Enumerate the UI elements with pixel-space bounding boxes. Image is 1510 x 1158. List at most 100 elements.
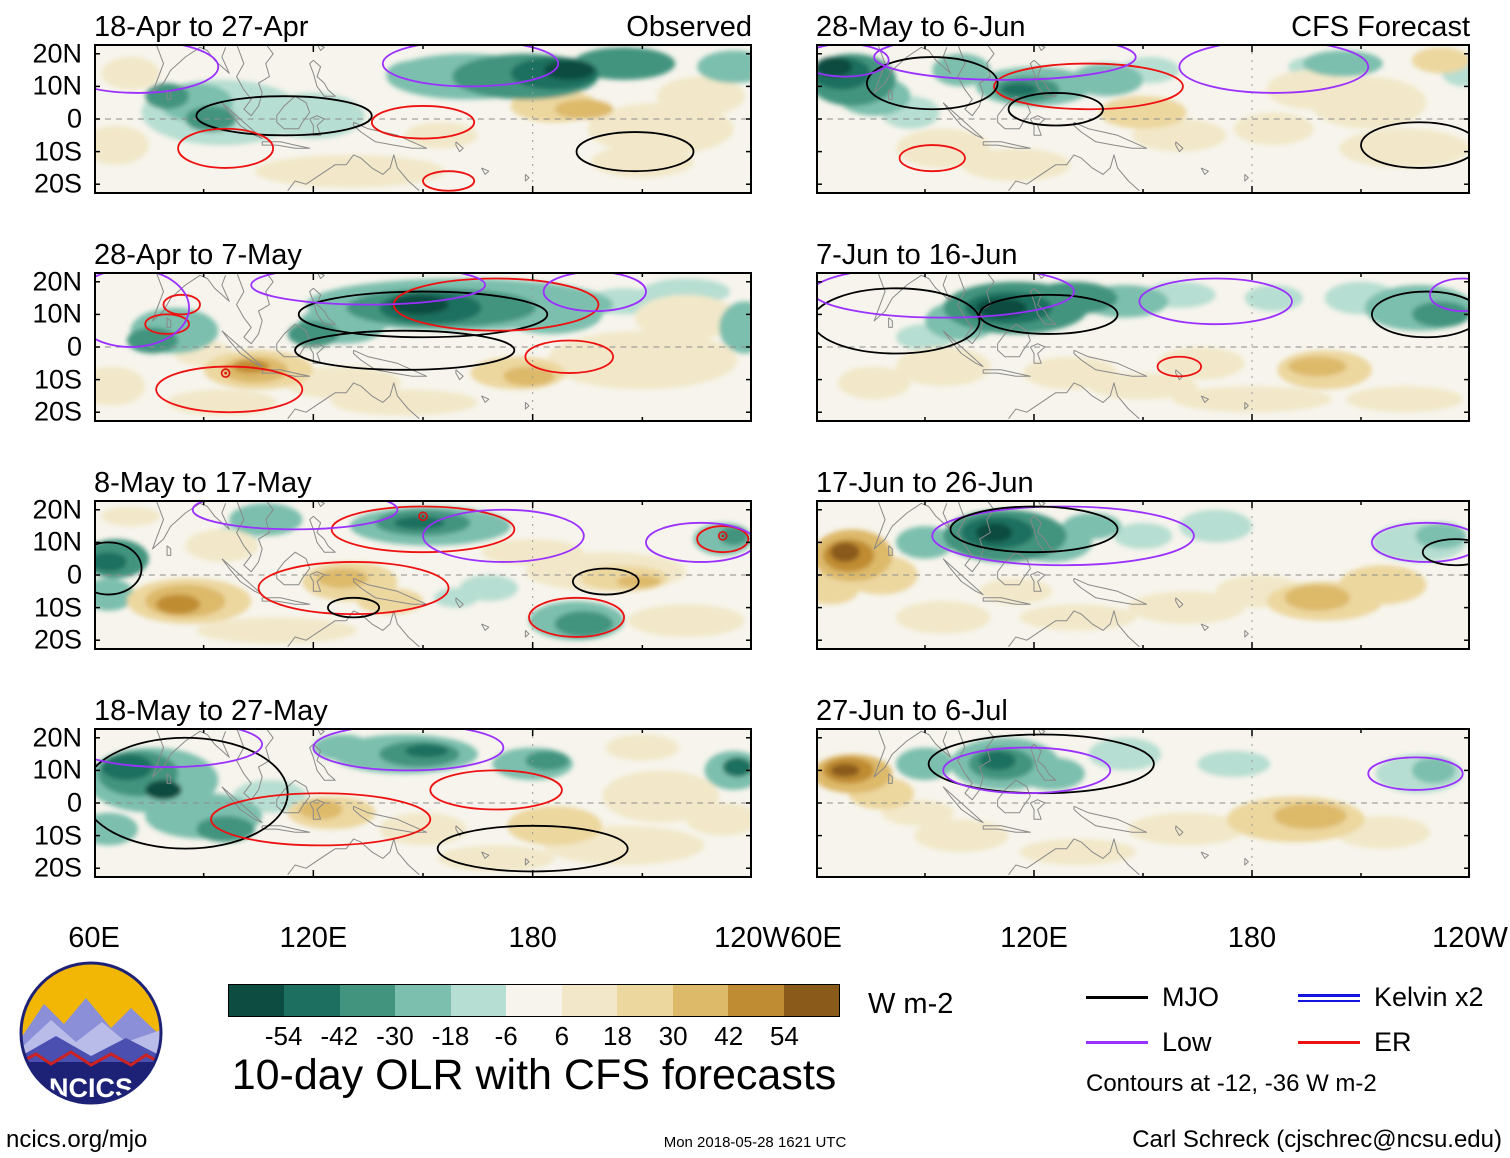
panel-border [94,728,752,878]
y-tick-label: 0 [66,787,82,818]
y-tick-label: 10N [32,298,82,329]
map-panel [94,44,752,194]
y-tick-label: 20N [32,38,82,69]
footer-url: ncics.org/mjo [6,1126,148,1153]
wave-contours [94,728,629,873]
wave-contours [94,272,647,414]
panel-block: 28-Apr to 7-May 20N 10N 0 10S 20S [6,234,752,427]
panel-row: 20N 10N 0 10S 20S [6,266,752,427]
legend-item-er: ER [1298,1027,1496,1058]
y-tick-label: 20S [33,396,82,427]
y-tick-label: 20N [32,722,82,753]
colorbar-unit: W m-2 [868,988,954,1020]
panel-block: 7-Jun to 16-Jun [806,234,1470,422]
map-column-forecast: 28-May to 6-Jun CFS Forecast 7-Jun to 16-J… [790,6,1508,956]
panel-border [816,272,1470,422]
panel-title: 28-Apr to 7-May [94,239,302,271]
colorbar-tick-label: -30 [376,1021,414,1051]
x-tick-label: 120E [1000,922,1068,954]
y-axis: 20N 10N 0 10S 20S [6,266,94,426]
panel-title-row: 28-Apr to 7-May [94,234,752,270]
panel-title: 7-Jun to 16-Jun [816,239,1018,271]
y-tick-label: 0 [66,331,82,362]
panel-title: 17-Jun to 26-Jun [816,467,1034,499]
y-axis [806,500,816,650]
ncics-logo-graphic: NCICS [19,961,163,1105]
coastlines [873,728,1249,876]
y-tick-label: 0 [66,559,82,590]
y-tick-label: 20N [32,494,82,525]
colorbar-cell [450,985,507,1016]
panel-title: 28-May to 6-Jun [816,11,1026,43]
colorbar-cell [728,985,784,1016]
y-tick-label: 20S [33,168,82,199]
coastlines [152,272,530,420]
panel-title-row: 28-May to 6-Jun CFS Forecast [816,6,1470,42]
map-grid: 18-Apr to 27-Apr Observed 20N 10N 0 10S 20S 28-… [6,6,1508,956]
colorbar-tick-label: -54 [264,1021,303,1051]
wave-contours [816,272,1470,378]
column-header: Observed [626,11,752,43]
panel-block: 17-Jun to 26-Jun [806,462,1470,650]
panel-border [816,44,1470,194]
map-panel [816,44,1470,194]
colorbar-tick-label: 30 [658,1021,688,1051]
panel-row [806,728,1470,878]
x-axis: 60E 120E 180 120W [68,918,790,956]
colorbar [228,984,840,1017]
x-tick-label: 180 [508,922,557,954]
panel-row [806,272,1470,422]
panel-row: 20N 10N 0 10S 20S [6,722,752,883]
coastlines [873,500,1249,648]
map-panel [816,272,1470,422]
coastlines [873,44,1249,192]
panel-block: 8-May to 17-May 20N 10N 0 10S 20S [6,462,752,655]
panel-title-row: 18-May to 27-May [94,690,752,726]
x-tick-label: 60E [68,922,120,954]
panel-block: 27-Jun to 6-Jul [806,690,1470,878]
y-tick-label: 10S [33,592,82,623]
panel-border [94,272,752,422]
ncics-logo: NCICS [16,958,166,1113]
wave-contours [931,505,1470,567]
colorbar-cell [506,985,562,1016]
colorbar-ticks: -54 -42 -30 -18 -6 6 18 30 42 54 [228,1017,840,1051]
tropical-cyclone-icon [418,511,428,522]
legend-grid: MJO Low Kelvin x2 ER [1086,982,1496,1058]
logo-text: NCICS [49,1073,133,1103]
legend-item-low: Low [1086,1027,1284,1058]
footer-credit: Carl Schreck (cjschrec@ncsu.edu) [1132,1126,1502,1153]
panel-block: 28-May to 6-Jun CFS Forecast [806,6,1470,194]
colorbar-cell [783,985,839,1016]
panel-title: 27-Jun to 6-Jul [816,695,1008,727]
panel-row: 20N 10N 0 10S 20S [6,38,752,199]
panel-title: 8-May to 17-May [94,467,312,499]
panel-border [816,500,1470,650]
x-axis: 60E 120E 180 120W [790,918,1508,956]
colorbar-tick-label: 18 [602,1021,632,1051]
mjo-line-swatch [1086,996,1148,999]
wave-contours [816,44,1470,173]
bottom-strip: NCICS -54 -42 -30 -18 -6 6 18 30 42 54 10-day OLR… [0,958,1510,1118]
panel-title-row: 27-Jun to 6-Jul [816,690,1470,726]
y-tick-label: 20N [32,266,82,297]
y-tick-label: 10S [33,136,82,167]
colorbar-cell [617,985,673,1016]
wave-contours [94,44,695,192]
colorbar-cell [339,985,396,1016]
olr-shading [94,278,752,416]
olr-shading [94,503,752,644]
wave-contours [94,500,752,638]
y-tick-label: 10N [32,70,82,101]
colorbar-cell [284,985,340,1016]
colorbar-block: -54 -42 -30 -18 -6 6 18 30 42 54 10-day OLR with … [228,984,840,1100]
wave-contours [927,733,1464,795]
colorbar-tick-label: -18 [431,1021,470,1051]
y-tick-label: 20S [33,624,82,655]
panel-title: 18-Apr to 27-Apr [94,11,309,43]
y-tick-label: 10N [32,526,82,557]
figure-title: 10-day OLR with CFS forecasts [231,1051,837,1099]
legend-label: MJO [1162,982,1219,1012]
colorbar-tick-label: 54 [769,1021,799,1051]
